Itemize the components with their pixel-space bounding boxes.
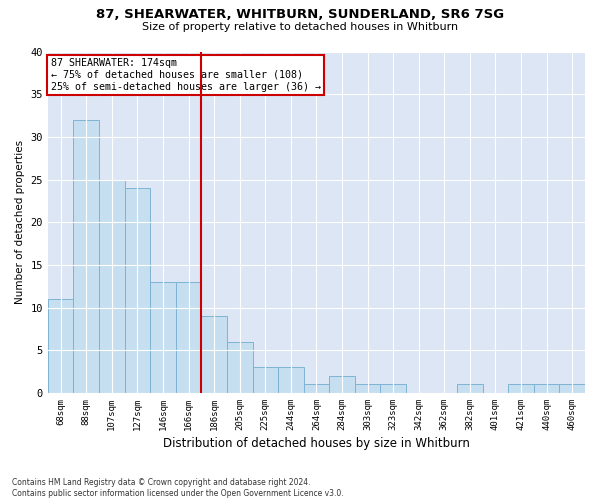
Bar [253,368,278,393]
Text: 87 SHEARWATER: 174sqm
← 75% of detached houses are smaller (108)
25% of semi-det: 87 SHEARWATER: 174sqm ← 75% of detached … [50,58,320,92]
Text: Size of property relative to detached houses in Whitburn: Size of property relative to detached ho… [142,22,458,32]
Bar [278,368,304,393]
Bar [304,384,329,393]
Bar [457,384,482,393]
Bar [227,342,253,393]
Bar [73,120,99,393]
Y-axis label: Number of detached properties: Number of detached properties [15,140,25,304]
Text: 87, SHEARWATER, WHITBURN, SUNDERLAND, SR6 7SG: 87, SHEARWATER, WHITBURN, SUNDERLAND, SR… [96,8,504,20]
Bar [150,282,176,393]
Bar [202,316,227,393]
Bar [125,188,150,393]
Bar [508,384,534,393]
Text: Contains HM Land Registry data © Crown copyright and database right 2024.
Contai: Contains HM Land Registry data © Crown c… [12,478,344,498]
X-axis label: Distribution of detached houses by size in Whitburn: Distribution of detached houses by size … [163,437,470,450]
Bar [355,384,380,393]
Bar [176,282,202,393]
Bar [99,180,125,393]
Bar [559,384,585,393]
Bar [534,384,559,393]
Bar [380,384,406,393]
Bar [48,299,73,393]
Bar [329,376,355,393]
